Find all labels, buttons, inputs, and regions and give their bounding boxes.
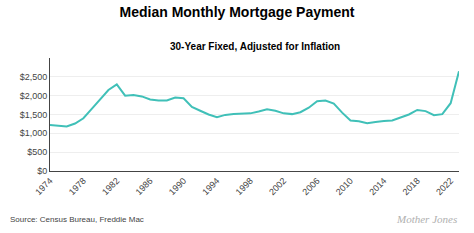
svg-text:2006: 2006 bbox=[300, 176, 321, 197]
svg-text:1978: 1978 bbox=[67, 176, 88, 197]
svg-text:$500: $500 bbox=[27, 147, 47, 157]
svg-text:$2,500: $2,500 bbox=[20, 72, 48, 82]
svg-text:1986: 1986 bbox=[134, 176, 155, 197]
svg-text:1974: 1974 bbox=[33, 176, 54, 197]
svg-text:1982: 1982 bbox=[100, 176, 121, 197]
svg-text:Source: Census Bureau, Freddie: Source: Census Bureau, Freddie Mac bbox=[10, 215, 144, 224]
svg-text:Mother Jones: Mother Jones bbox=[396, 213, 457, 225]
svg-text:$0: $0 bbox=[37, 166, 47, 176]
svg-text:2014: 2014 bbox=[367, 176, 388, 197]
svg-text:$2,000: $2,000 bbox=[20, 91, 48, 101]
svg-text:1998: 1998 bbox=[234, 176, 255, 197]
svg-text:$1,500: $1,500 bbox=[20, 110, 48, 120]
svg-text:Median Monthly Mortgage Paymen: Median Monthly Mortgage Payment bbox=[120, 4, 355, 20]
svg-text:30-Year Fixed, Adjusted for In: 30-Year Fixed, Adjusted for Inflation bbox=[170, 41, 340, 52]
svg-text:2022: 2022 bbox=[434, 176, 455, 197]
svg-text:1994: 1994 bbox=[200, 176, 221, 197]
svg-text:2010: 2010 bbox=[334, 176, 355, 197]
svg-text:$1,000: $1,000 bbox=[20, 128, 48, 138]
svg-text:2018: 2018 bbox=[401, 176, 422, 197]
svg-text:2002: 2002 bbox=[267, 176, 288, 197]
svg-text:1990: 1990 bbox=[167, 176, 188, 197]
